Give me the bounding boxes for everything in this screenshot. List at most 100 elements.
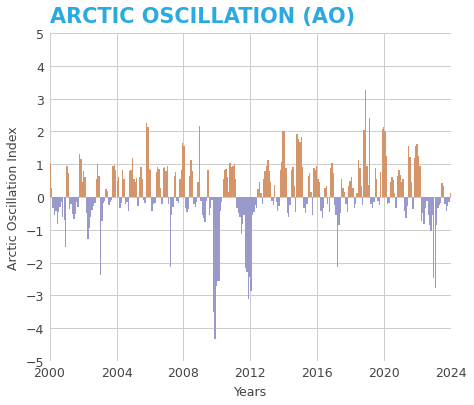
Bar [209, 198, 210, 215]
Bar [359, 169, 361, 198]
Bar [161, 198, 163, 205]
Bar [89, 198, 90, 228]
Bar [423, 198, 425, 224]
Bar [253, 198, 255, 212]
Bar [213, 198, 214, 313]
Bar [181, 171, 182, 198]
Bar [129, 172, 130, 198]
Bar [256, 198, 257, 209]
Bar [327, 198, 328, 205]
Bar [391, 177, 392, 198]
Bar [321, 198, 323, 219]
Bar [66, 166, 68, 198]
Bar [319, 183, 320, 198]
Bar [108, 198, 109, 206]
Bar [444, 198, 446, 205]
Bar [221, 198, 222, 202]
Bar [439, 198, 440, 206]
Bar [270, 183, 271, 198]
Bar [320, 198, 321, 211]
Bar [195, 198, 196, 208]
Bar [269, 172, 270, 198]
Bar [432, 198, 433, 215]
Bar [183, 147, 185, 198]
Bar [249, 198, 250, 278]
Bar [428, 198, 429, 215]
Bar [237, 198, 238, 209]
Bar [196, 198, 197, 202]
Bar [193, 198, 195, 205]
Bar [72, 198, 73, 215]
Bar [94, 198, 96, 203]
Bar [52, 198, 54, 209]
Bar [425, 198, 426, 209]
Bar [341, 179, 342, 198]
Bar [228, 193, 229, 198]
Bar [291, 171, 292, 198]
Bar [401, 183, 402, 198]
Bar [412, 198, 414, 210]
Bar [79, 154, 80, 198]
Bar [365, 91, 366, 198]
Bar [140, 167, 142, 198]
Bar [167, 166, 168, 198]
Bar [255, 198, 256, 206]
Bar [369, 118, 370, 198]
Bar [188, 198, 189, 210]
Bar [361, 186, 362, 198]
Bar [355, 198, 356, 205]
Bar [358, 161, 359, 198]
Bar [232, 166, 234, 198]
Bar [178, 198, 179, 203]
Bar [124, 179, 125, 198]
Bar [173, 176, 175, 198]
Bar [189, 176, 191, 198]
Bar [130, 171, 132, 198]
Bar [390, 183, 391, 198]
Bar [117, 182, 118, 198]
Text: ARCTIC OSCILLATION (AO): ARCTIC OSCILLATION (AO) [50, 7, 355, 27]
Bar [86, 198, 87, 213]
Bar [330, 169, 331, 198]
Bar [77, 198, 79, 208]
Bar [102, 198, 104, 203]
Bar [262, 198, 263, 205]
Bar [155, 173, 157, 198]
Bar [298, 139, 299, 198]
Bar [82, 183, 83, 198]
Bar [377, 198, 379, 201]
Bar [90, 198, 91, 218]
Bar [324, 188, 326, 198]
Bar [80, 160, 82, 198]
Bar [118, 177, 119, 198]
Bar [206, 198, 207, 201]
Bar [150, 171, 151, 198]
Bar [284, 132, 285, 198]
Bar [93, 198, 94, 207]
Bar [244, 198, 245, 215]
Bar [59, 198, 61, 208]
Bar [259, 183, 260, 198]
Bar [114, 166, 115, 198]
Bar [247, 198, 249, 300]
Bar [220, 198, 221, 211]
Bar [105, 189, 107, 198]
Bar [266, 166, 267, 198]
Bar [168, 198, 170, 205]
Bar [366, 166, 367, 198]
Bar [139, 177, 140, 198]
Bar [107, 192, 108, 198]
Bar [351, 177, 352, 198]
Y-axis label: Arctic Oscillation Index: Arctic Oscillation Index [7, 126, 20, 269]
Bar [238, 198, 239, 213]
Bar [125, 198, 126, 205]
Bar [285, 169, 287, 198]
Bar [278, 198, 280, 207]
Bar [112, 166, 114, 198]
X-axis label: Years: Years [234, 385, 267, 398]
Bar [84, 177, 86, 198]
Bar [151, 198, 153, 211]
Bar [348, 186, 349, 198]
Bar [312, 198, 313, 215]
Bar [199, 126, 200, 198]
